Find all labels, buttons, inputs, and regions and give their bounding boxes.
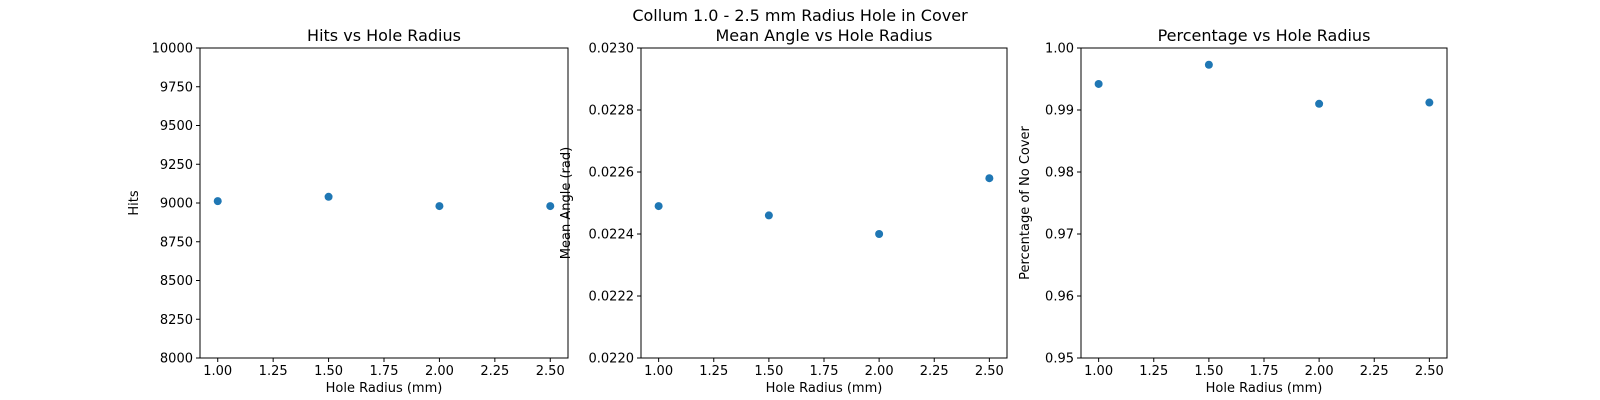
data-point — [875, 230, 884, 238]
chart-panels: Hits vs Hole Radius 1.00 1.25 1.50 1.75 2.00 2… — [127, 26, 1448, 396]
y-tick-label: 0.96 — [1045, 290, 1074, 305]
y-tick-label: 8500 — [160, 274, 193, 289]
y-tick-label: 0.0228 — [589, 104, 635, 119]
y-tick-label: 0.98 — [1045, 166, 1074, 181]
y-tick-label: 0.0226 — [589, 166, 635, 181]
x-tick-label: 2.50 — [1415, 364, 1444, 379]
x-axis-label: Hole Radius (mm) — [1206, 381, 1323, 396]
chart-panel-1: Hits vs Hole Radius 1.00 1.25 1.50 1.75 2.00 2… — [127, 26, 569, 396]
chart-title: Hits vs Hole Radius — [307, 26, 461, 45]
y-tick-label: 0.99 — [1045, 104, 1074, 119]
x-tick-label: 2.00 — [865, 364, 894, 379]
x-tick-label: 1.50 — [754, 364, 783, 379]
data-point — [435, 202, 444, 211]
plot-frame — [199, 47, 569, 359]
y-tick-label: 9250 — [160, 158, 193, 173]
data-point — [654, 202, 663, 211]
x-tick-label: 1.00 — [203, 364, 232, 379]
x-tick-label: 2.00 — [425, 364, 454, 379]
y-tick-label: 0.0224 — [589, 228, 635, 243]
x-tick-label: 1.50 — [1194, 364, 1223, 379]
x-tick-label: 1.75 — [810, 364, 839, 379]
x-tick-label: 1.25 — [259, 364, 288, 379]
x-tick-label: 2.50 — [536, 364, 565, 379]
x-tick-label: 2.50 — [975, 364, 1004, 379]
y-tick-label: 9000 — [160, 197, 193, 212]
chart-panel-2: Mean Angle vs Hole Radius 1.00 1.25 1.50 1.7… — [559, 26, 1008, 396]
data-point — [985, 174, 994, 183]
plot-frame — [640, 47, 1008, 359]
x-tick-label: 1.50 — [314, 364, 343, 379]
data-point — [213, 197, 222, 206]
y-tick-label: 0.0220 — [589, 352, 635, 367]
chart-title: Percentage vs Hole Radius — [1158, 26, 1371, 45]
y-axis-label: Mean Angle (rad) — [559, 147, 574, 259]
y-axis-label: Percentage of No Cover — [1018, 125, 1033, 279]
y-tick-label: 0.0222 — [589, 290, 635, 305]
y-tick-label: 0.97 — [1045, 228, 1074, 243]
data-point — [1315, 99, 1324, 108]
data-point — [1204, 60, 1213, 69]
x-tick-label: 1.75 — [1250, 364, 1279, 379]
x-tick-label: 1.25 — [1139, 364, 1168, 379]
chart-title: Mean Angle vs Hole Radius — [715, 26, 932, 45]
x-tick-label: 2.25 — [480, 364, 509, 379]
y-tick-label: 0.0230 — [589, 42, 635, 57]
y-tick-label: 9500 — [160, 119, 193, 134]
y-tick-label: 8250 — [160, 313, 193, 328]
x-tick-label: 2.25 — [1360, 364, 1389, 379]
data-point — [764, 211, 773, 220]
chart-panel-3: Percentage vs Hole Radius 1.00 1.25 1.50 1.7… — [1018, 26, 1448, 396]
x-tick-label: 1.25 — [699, 364, 728, 379]
y-tick-label: 8000 — [160, 352, 193, 367]
y-tick-label: 1.00 — [1045, 42, 1074, 57]
data-point — [1094, 79, 1103, 88]
x-tick-label: 1.00 — [644, 364, 673, 379]
y-axis-label: Hits — [127, 190, 142, 215]
y-tick-label: 0.95 — [1045, 352, 1074, 367]
data-point — [546, 202, 555, 211]
plot-frame — [1080, 47, 1448, 359]
x-axis-label: Hole Radius (mm) — [766, 381, 883, 396]
x-tick-label: 2.25 — [920, 364, 949, 379]
y-tick-label: 8750 — [160, 235, 193, 250]
x-tick-label: 1.00 — [1084, 364, 1113, 379]
data-point — [1425, 98, 1434, 107]
x-tick-label: 1.75 — [370, 364, 399, 379]
y-tick-label: 9750 — [160, 80, 193, 95]
data-point — [324, 192, 333, 201]
y-tick-label: 10000 — [152, 42, 193, 57]
x-tick-label: 2.00 — [1305, 364, 1334, 379]
x-axis-label: Hole Radius (mm) — [326, 381, 443, 396]
figure-suptitle: Collum 1.0 - 2.5 mm Radius Hole in Cover — [632, 6, 968, 25]
